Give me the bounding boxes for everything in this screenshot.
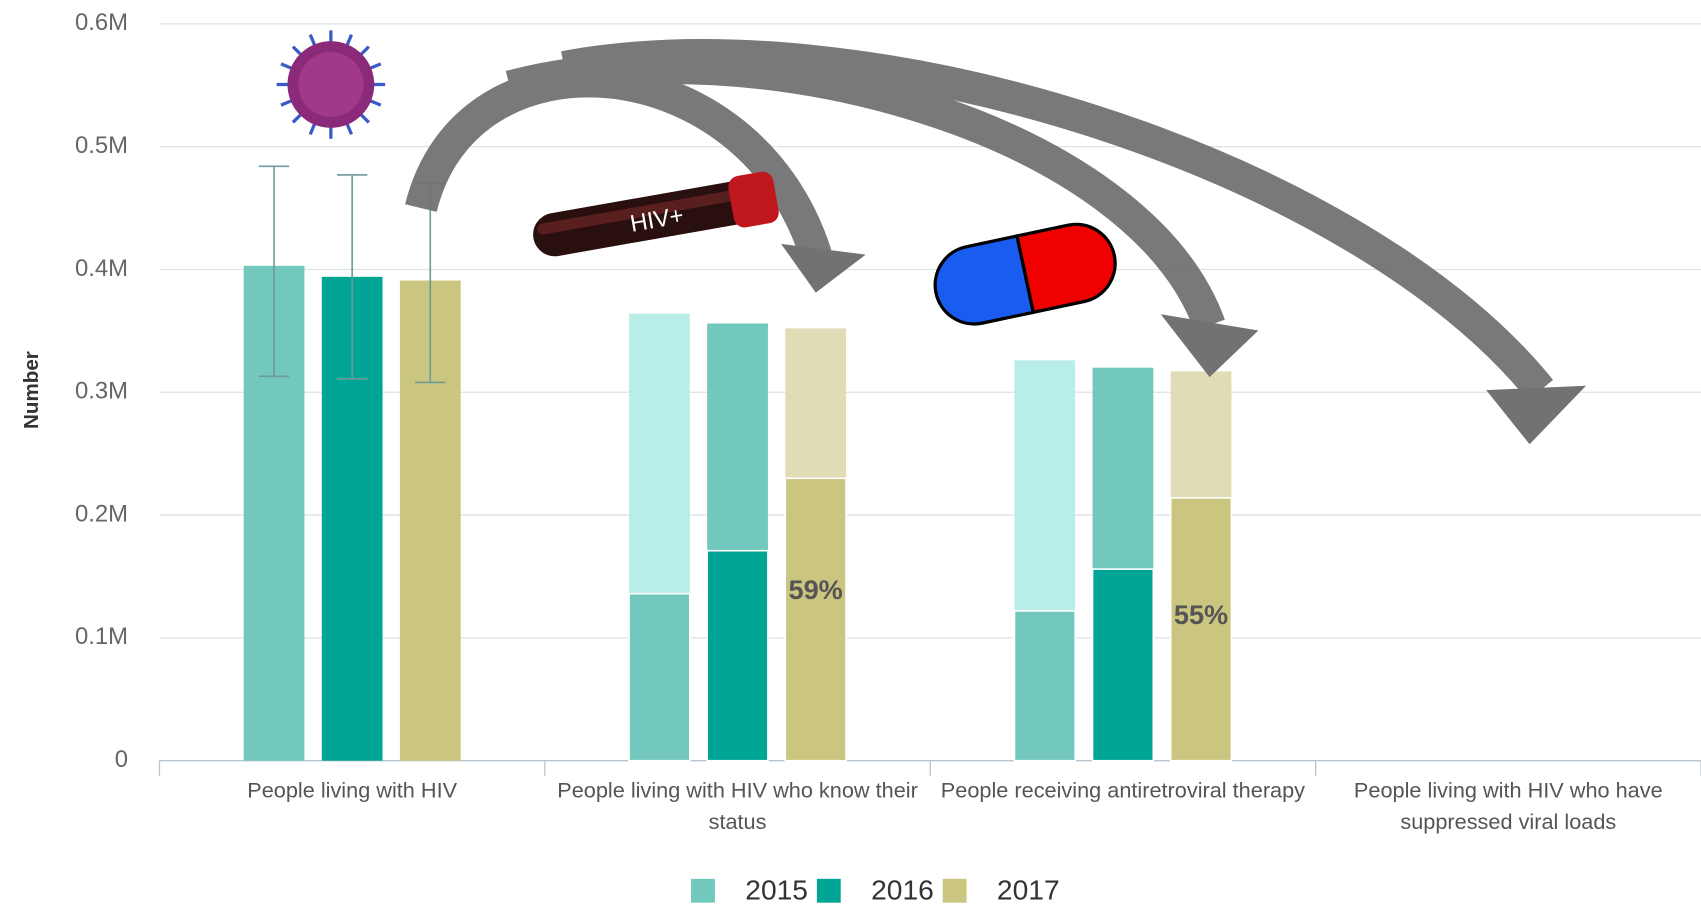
arrow-head bbox=[1486, 385, 1587, 445]
arrow-head bbox=[1160, 314, 1259, 378]
bar bbox=[1091, 568, 1155, 762]
y-tick-label: 0 bbox=[115, 746, 128, 773]
x-tick-label: People living with HIV who have suppress… bbox=[1353, 779, 1663, 835]
annotation: 55% bbox=[1174, 599, 1228, 630]
y-tick-label: 0.3M bbox=[75, 378, 128, 405]
arrow-head bbox=[781, 243, 866, 293]
legend-label: 2015 bbox=[745, 873, 808, 905]
arrows bbox=[405, 39, 1554, 401]
test-tube-icon: HIV+ bbox=[533, 171, 779, 257]
bar bbox=[706, 549, 769, 762]
error-bar bbox=[258, 165, 290, 378]
virus-icon bbox=[276, 30, 386, 139]
y-tick-label: 0.4M bbox=[75, 255, 128, 282]
bar bbox=[1169, 497, 1233, 762]
y-axis-label: Number bbox=[20, 351, 43, 429]
legend-swatch bbox=[691, 878, 715, 903]
legend-swatch bbox=[816, 878, 841, 903]
error-bar bbox=[336, 174, 368, 380]
x-tick-label-box: People living with HIV bbox=[247, 779, 458, 803]
bars bbox=[243, 165, 1233, 762]
legend-swatch bbox=[942, 878, 967, 903]
bar bbox=[784, 477, 847, 762]
bar bbox=[628, 592, 691, 762]
x-tick-label: People living with HIV bbox=[247, 779, 458, 803]
arrow-curve bbox=[561, 39, 1554, 401]
legend-label: 2016 bbox=[871, 873, 934, 905]
x-tick-label-box: People living with HIV who have suppress… bbox=[1353, 779, 1663, 835]
annotation: 59% bbox=[789, 574, 843, 605]
y-tick-label: 0.6M bbox=[75, 9, 128, 36]
arrow-heads bbox=[781, 243, 1587, 445]
bar bbox=[1013, 610, 1077, 762]
x-tick-label: People living with HIV who know their st… bbox=[557, 779, 918, 835]
y-tick-label: 0.2M bbox=[75, 500, 128, 527]
y-tick-label: 0.1M bbox=[75, 623, 128, 650]
x-tick-label-box: People receiving antiretroviral therapy bbox=[940, 779, 1306, 803]
legend: 2015 2016 2017 bbox=[691, 873, 1060, 905]
pill-icon bbox=[933, 222, 1117, 326]
x-tick-label-box: People living with HIV who know their st… bbox=[557, 779, 918, 835]
x-tick-label: People receiving antiretroviral therapy bbox=[940, 779, 1306, 803]
y-tick-label: 0.5M bbox=[75, 132, 128, 159]
legend-label: 2017 bbox=[997, 873, 1060, 905]
